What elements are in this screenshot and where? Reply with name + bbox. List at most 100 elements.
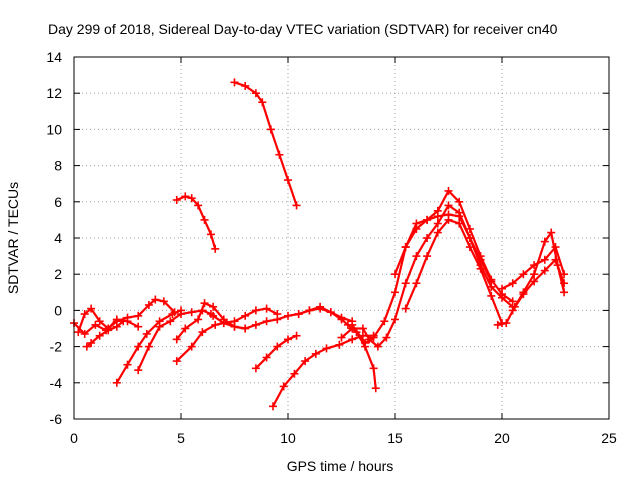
data-point bbox=[508, 297, 517, 306]
data-point bbox=[391, 315, 399, 324]
data-point bbox=[547, 228, 556, 237]
data-point bbox=[519, 290, 528, 299]
series-track-5 bbox=[82, 317, 128, 351]
data-point bbox=[112, 322, 121, 331]
data-point bbox=[337, 315, 346, 324]
data-point bbox=[181, 192, 190, 201]
series-trace bbox=[272, 334, 374, 407]
data-point bbox=[423, 234, 432, 242]
data-point bbox=[241, 324, 250, 333]
data-point bbox=[269, 402, 278, 411]
data-point bbox=[112, 315, 121, 324]
series-track-20 bbox=[508, 255, 569, 315]
data-point bbox=[262, 317, 271, 326]
y-tick-label: 2 bbox=[54, 266, 62, 282]
data-point bbox=[112, 378, 121, 387]
data-point bbox=[371, 384, 380, 393]
series-trace bbox=[351, 213, 514, 345]
series-trace bbox=[175, 307, 278, 362]
data-point bbox=[444, 201, 453, 210]
chart-title: Day 299 of 2018, Sidereal Day-to-day VTE… bbox=[48, 21, 558, 37]
data-point bbox=[540, 255, 549, 264]
data-point bbox=[209, 311, 218, 320]
data-point bbox=[519, 270, 528, 279]
data-point bbox=[230, 322, 239, 331]
data-point bbox=[465, 224, 474, 233]
data-point bbox=[172, 357, 181, 366]
data-point bbox=[337, 333, 346, 342]
data-point bbox=[284, 335, 292, 344]
y-tick-label: 6 bbox=[54, 194, 62, 210]
data-point bbox=[251, 89, 260, 98]
data-point bbox=[487, 275, 496, 284]
y-tick-label: 10 bbox=[46, 121, 62, 137]
data-point bbox=[82, 342, 91, 351]
data-point bbox=[206, 230, 215, 239]
data-point bbox=[87, 304, 96, 313]
data-point bbox=[433, 206, 442, 215]
x-axis-title: GPS time / hours bbox=[287, 458, 394, 474]
data-point bbox=[95, 317, 104, 326]
data-point bbox=[151, 295, 160, 304]
data-point bbox=[294, 310, 303, 319]
x-tick-label: 25 bbox=[601, 430, 617, 446]
data-point bbox=[230, 78, 239, 87]
series-trace bbox=[234, 81, 298, 206]
y-tick-label: -2 bbox=[50, 339, 63, 355]
data-point bbox=[209, 302, 218, 311]
data-point bbox=[423, 215, 432, 224]
series-track-13 bbox=[294, 302, 380, 393]
series-trace bbox=[393, 189, 514, 303]
data-point bbox=[219, 319, 228, 328]
series-track-2 bbox=[172, 192, 220, 253]
data-point bbox=[119, 317, 128, 326]
data-point bbox=[262, 353, 271, 362]
data-point bbox=[251, 364, 260, 373]
series-trace bbox=[511, 257, 566, 312]
y-tick-label: -4 bbox=[50, 375, 63, 391]
y-tick-label: 14 bbox=[46, 49, 62, 65]
data-point bbox=[465, 243, 474, 252]
data-point bbox=[305, 306, 314, 315]
data-point bbox=[551, 243, 560, 252]
data-point bbox=[292, 331, 301, 340]
data-point bbox=[369, 364, 378, 373]
data-point bbox=[487, 291, 496, 300]
y-axis-title: SDTVAR / TECUs bbox=[5, 182, 21, 294]
data-point bbox=[211, 320, 220, 329]
data-point bbox=[502, 319, 511, 328]
data-point bbox=[369, 333, 378, 342]
x-tick-label: 15 bbox=[387, 430, 403, 446]
data-point bbox=[198, 328, 207, 337]
data-point bbox=[104, 326, 113, 335]
series-track-10 bbox=[209, 304, 357, 333]
data-point bbox=[284, 311, 292, 320]
data-point bbox=[380, 317, 389, 326]
data-point bbox=[476, 252, 485, 261]
data-point bbox=[273, 315, 282, 324]
data-point bbox=[560, 279, 569, 288]
data-point bbox=[200, 215, 209, 224]
data-point bbox=[273, 342, 282, 351]
data-point bbox=[241, 311, 250, 320]
data-point bbox=[348, 335, 357, 344]
data-point bbox=[391, 270, 399, 279]
series-trace bbox=[255, 334, 298, 370]
series-track-11 bbox=[251, 331, 301, 373]
data-point bbox=[144, 300, 153, 309]
data-point bbox=[530, 261, 539, 270]
data-point bbox=[493, 320, 502, 329]
data-point bbox=[166, 317, 175, 326]
data-point bbox=[258, 98, 267, 107]
data-point bbox=[262, 304, 271, 313]
data-point bbox=[177, 310, 185, 319]
data-point bbox=[540, 266, 549, 275]
data-point bbox=[401, 243, 410, 252]
data-point bbox=[194, 315, 203, 324]
data-point bbox=[181, 324, 190, 333]
data-point bbox=[194, 201, 203, 210]
x-tick-label: 5 bbox=[177, 430, 185, 446]
data-point bbox=[508, 306, 517, 315]
series-track-7 bbox=[134, 306, 215, 375]
y-tick-label: 12 bbox=[46, 85, 62, 101]
